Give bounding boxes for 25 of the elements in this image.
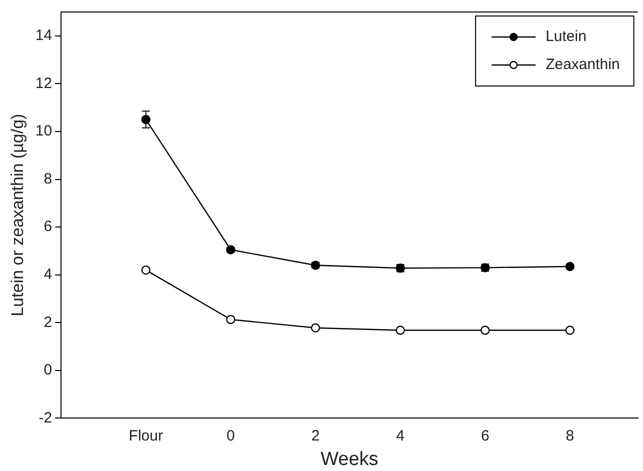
x-axis-title: Weeks [320,448,378,470]
x-tick-label: 4 [396,427,404,444]
y-tick-label: 0 [44,362,52,379]
legend-label: Lutein [546,28,586,46]
x-tick-label: 6 [480,427,490,444]
point [565,326,575,335]
x-tick-label: Flour [128,427,163,444]
point [396,326,405,335]
x-tick-label: 2 [311,427,320,444]
y-tick-label: 12 [35,74,52,92]
y-axis-title: Lutein or zeaxanthin (µg/g) [8,114,27,316]
y-tick-label: 10 [35,122,52,140]
y-tick-label: -2 [38,409,52,426]
y-tick-label: 14 [35,27,52,44]
y-tick-label: 2 [44,314,52,331]
point [226,314,236,324]
legend-label: Zeaxanthin [546,56,620,74]
x-tick-label: 8 [566,427,574,444]
point [141,265,150,275]
point [310,323,320,332]
y-tick-label: 4 [44,266,52,283]
point [480,326,490,335]
y-tick-label: 8 [44,170,52,188]
x-tick-label: 0 [226,427,235,444]
y-tick-label: 6 [44,218,52,236]
